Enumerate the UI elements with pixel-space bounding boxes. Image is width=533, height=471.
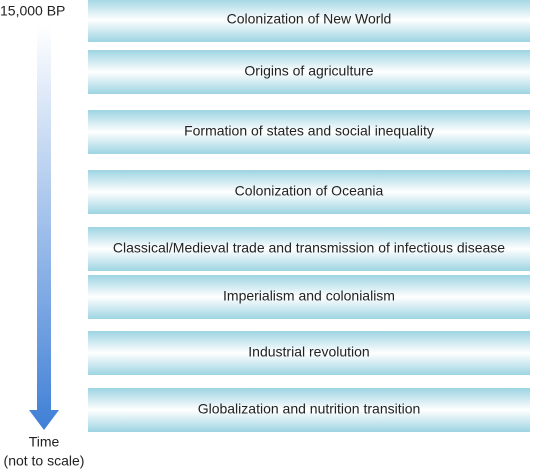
event-label: Classical/Medieval trade and transmissio… (113, 240, 505, 256)
event-label: Origins of agriculture (244, 63, 373, 79)
event-label: Colonization of New World (227, 11, 392, 27)
event-band (88, 388, 530, 432)
event-band (88, 110, 530, 154)
event-label: Imperialism and colonialism (223, 288, 395, 304)
time-arrow (29, 26, 59, 430)
start-label: 15,000 BP (0, 3, 65, 19)
event-label: Industrial revolution (248, 344, 369, 360)
event-label: Formation of states and social inequalit… (184, 123, 434, 139)
event-label: Colonization of Oceania (235, 183, 384, 199)
end-label: Time (29, 434, 60, 450)
event-band (88, 331, 530, 375)
event-band (88, 50, 530, 94)
event-label: Globalization and nutrition transition (198, 401, 421, 417)
event-band (88, 275, 530, 319)
event-bands: Colonization of New World Origins of agri… (88, 0, 530, 432)
event-band (88, 170, 530, 214)
event-band (88, 227, 530, 271)
event-band (88, 0, 530, 42)
end-note: (not to scale) (4, 453, 85, 469)
